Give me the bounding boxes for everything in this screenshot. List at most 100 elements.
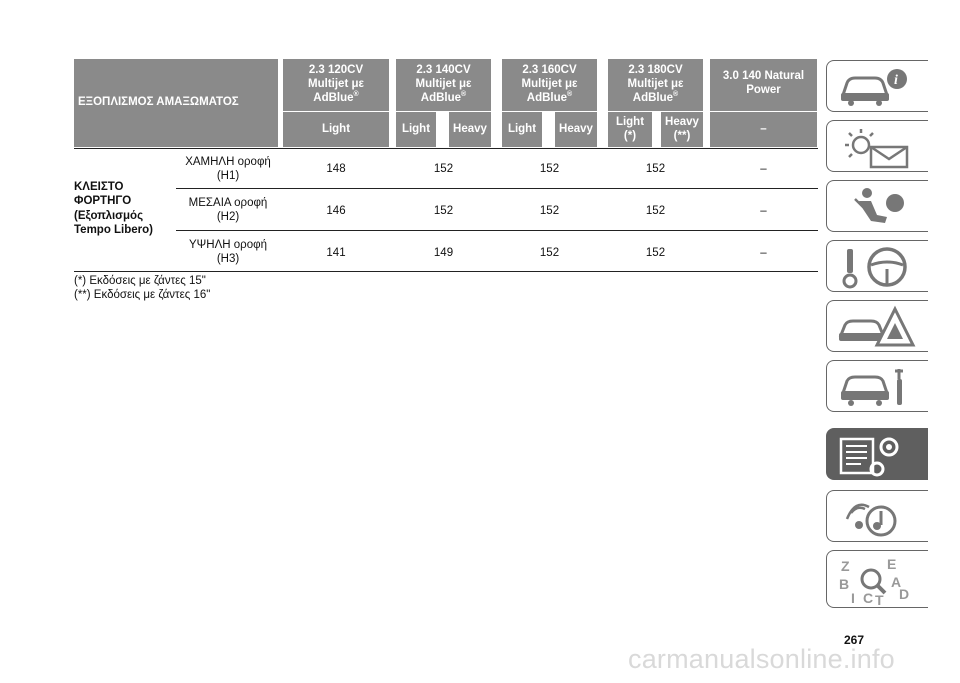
footnote: (**) Εκδόσεις με ζάντες 16": [74, 289, 211, 301]
value-cell: –: [760, 247, 767, 259]
engine-header-120: 2.3 120CV Multijet με AdBlue®: [283, 59, 389, 111]
version-heavy-160: Heavy: [555, 112, 597, 147]
roof-height-label: ΥΨΗΛΗ οροφή: [189, 239, 267, 251]
value-cell: –: [760, 163, 767, 175]
breakdown-triangle-icon: [838, 305, 916, 347]
svg-text:T: T: [875, 592, 884, 605]
engine-label-line: Multijet με: [521, 77, 578, 90]
value-cell: 152: [645, 247, 666, 259]
equipment-header: ΕΞΟΠΛΙΣΜΟΣ ΑΜΑΞΩΜΑΤΟΣ: [74, 59, 278, 147]
version-heavy-180: Heavy (**): [661, 112, 703, 147]
engine-header-160: 2.3 160CV Multijet με AdBlue®: [502, 59, 597, 111]
registered-mark: ®: [567, 91, 573, 99]
version-heavy-140: Heavy: [449, 112, 491, 147]
version-note: (*): [623, 129, 637, 142]
group-label-line: Tempo Libero): [74, 224, 154, 237]
car-maintenance-icon: [840, 369, 903, 406]
version-label: Heavy: [559, 122, 593, 135]
registered-mark: ®: [353, 91, 359, 99]
version-light-120: Light: [283, 112, 389, 147]
table-bottom-rule: [74, 271, 818, 272]
registered-mark: ®: [461, 91, 467, 99]
engine-header-180: 2.3 180CV Multijet με AdBlue®: [608, 59, 703, 111]
value-cell: 152: [539, 247, 560, 259]
engine-label-line: 2.3 160CV: [522, 63, 577, 76]
engine-label-line: AdBlue: [526, 92, 568, 105]
value-cell: 152: [539, 163, 560, 175]
airbag-seat-icon: [854, 188, 904, 223]
engine-label-line: Multijet με: [415, 77, 472, 90]
roof-code: (H1): [216, 170, 240, 183]
engine-label-line: AdBlue: [313, 92, 354, 105]
version-note: (**): [673, 129, 691, 142]
version-label: Light: [615, 115, 645, 128]
engine-label-line: Multijet με: [308, 77, 364, 90]
svg-text:C: C: [863, 590, 873, 605]
side-tab-safety[interactable]: [826, 180, 928, 232]
page-number: 267: [844, 633, 865, 647]
version-label: Heavy: [453, 122, 487, 135]
table-row-h3-name: ΥΨΗΛΗ οροφή (H3): [176, 238, 280, 267]
svg-text:A: A: [891, 574, 901, 590]
engine-label-line: Power: [746, 83, 781, 96]
table-row-h2-name: ΜΕΣΑΙΑ οροφή (H2): [176, 196, 280, 225]
engine-header-natural-power: 3.0 140 Natural Power: [710, 59, 817, 111]
watermark: carmanualsonline.info: [628, 644, 895, 674]
engine-label-line: 3.0 140 Natural: [722, 70, 805, 82]
side-tab-starting[interactable]: [826, 240, 928, 292]
roof-code: (H3): [216, 253, 240, 266]
svg-text:Z: Z: [841, 558, 850, 574]
value-cell: 152: [433, 205, 454, 217]
engine-label-line: AdBlue: [420, 92, 462, 105]
engine-label-line: 2.3 140CV: [416, 63, 471, 76]
side-tab-dashboard[interactable]: i: [826, 60, 928, 112]
version-light-140: Light: [396, 112, 436, 147]
engine-header-140: 2.3 140CV Multijet με AdBlue®: [396, 59, 491, 111]
roof-height-label: ΧΑΜΗΛΗ οροφή: [185, 156, 271, 168]
value-cell: –: [760, 205, 767, 217]
footnote: (*) Εκδόσεις με ζάντες 15": [74, 275, 206, 287]
version-light-160: Light: [502, 112, 542, 147]
version-label: Light: [507, 122, 537, 135]
version-label: Light: [401, 122, 431, 135]
engine-label-line: 2.3 180CV: [628, 63, 683, 76]
table-row-h1-name: ΧΑΜΗΛΗ οροφή (H1): [176, 155, 280, 184]
engine-label-line: Multijet με: [627, 77, 684, 90]
technical-data-icon: [839, 437, 899, 477]
side-tab-multimedia[interactable]: [826, 490, 928, 542]
version-label: –: [760, 122, 767, 135]
engine-label-line: AdBlue: [632, 92, 674, 105]
version-natural-power: –: [710, 112, 817, 147]
side-tab-warnings[interactable]: [826, 120, 928, 172]
steering-key-icon: [842, 247, 907, 289]
side-tab-technical-data[interactable]: [826, 428, 928, 480]
side-tab-emergency[interactable]: [826, 300, 928, 352]
multimedia-icon: [845, 503, 897, 537]
side-tab-maintenance[interactable]: [826, 360, 928, 412]
version-label: Heavy: [665, 115, 699, 128]
row-divider: [176, 188, 818, 189]
svg-text:D: D: [899, 586, 909, 602]
warning-lights-icon: [845, 129, 909, 169]
value-cell: 152: [645, 163, 666, 175]
row-divider: [176, 230, 818, 231]
group-label-line: (Εξοπλισμός: [74, 209, 144, 222]
table-top-rule: [74, 148, 818, 149]
value-cell: 152: [433, 163, 454, 175]
roof-height-label: ΜΕΣΑΙΑ οροφή: [188, 197, 268, 209]
value-cell: 141: [326, 247, 346, 259]
value-cell: 148: [326, 163, 346, 175]
svg-text:E: E: [887, 556, 896, 572]
value-cell: 149: [433, 247, 454, 259]
group-label-line: ΦΟΡΤΗΓΟ: [74, 195, 132, 208]
registered-mark: ®: [673, 91, 679, 99]
equipment-header-label: ΕΞΟΠΛΙΣΜΟΣ ΑΜΑΞΩΜΑΤΟΣ: [78, 96, 239, 109]
car-info-icon: i: [840, 69, 907, 106]
version-label: Light: [321, 122, 351, 135]
version-light-180: Light (*): [608, 112, 652, 147]
closed-van-group-label: ΚΛΕΙΣΤΟ ΦΟΡΤΗΓΟ (Εξοπλισμός Tempo Libero…: [74, 180, 174, 238]
engine-label-line: 2.3 120CV: [308, 63, 364, 76]
svg-text:i: i: [894, 73, 898, 88]
